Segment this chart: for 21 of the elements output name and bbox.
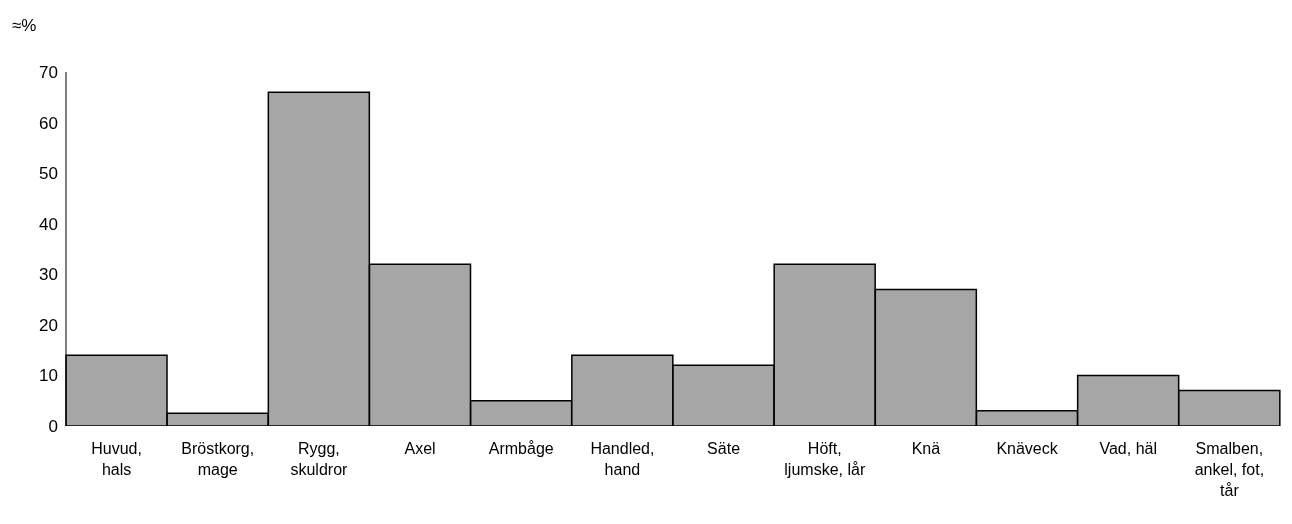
y-tick-label: 20 <box>39 315 58 335</box>
x-tick-label: Bröstkorg, mage <box>181 440 255 478</box>
x-tick-label: Axel <box>404 440 436 457</box>
x-tick-label: Vad, häl <box>1099 440 1158 457</box>
x-tick-label: Handled, hand <box>590 440 655 478</box>
x-tick-label: Armbåge <box>488 440 554 457</box>
x-tick-label: Säte <box>707 440 741 457</box>
y-tick-label: 70 <box>39 63 58 83</box>
y-tick-label: 50 <box>39 164 58 184</box>
x-tick-label: Höft, ljumske, lår <box>784 440 866 478</box>
y-tick-label: 60 <box>39 113 58 133</box>
x-tick-label: Knä <box>911 440 941 457</box>
y-tick-label: 0 <box>48 417 58 437</box>
x-tick-label: Huvud, hals <box>91 440 142 478</box>
y-axis-title: ≈% <box>12 16 37 36</box>
y-tick-label: 30 <box>39 265 58 285</box>
x-tick-label: Smalben, ankel, fot, tår <box>1194 440 1265 499</box>
x-tick-label: Rygg, skuldror <box>290 440 349 478</box>
y-tick-label: 40 <box>39 214 58 234</box>
x-tick-label: Knäveck <box>996 440 1059 457</box>
y-tick-label: 10 <box>39 366 58 386</box>
